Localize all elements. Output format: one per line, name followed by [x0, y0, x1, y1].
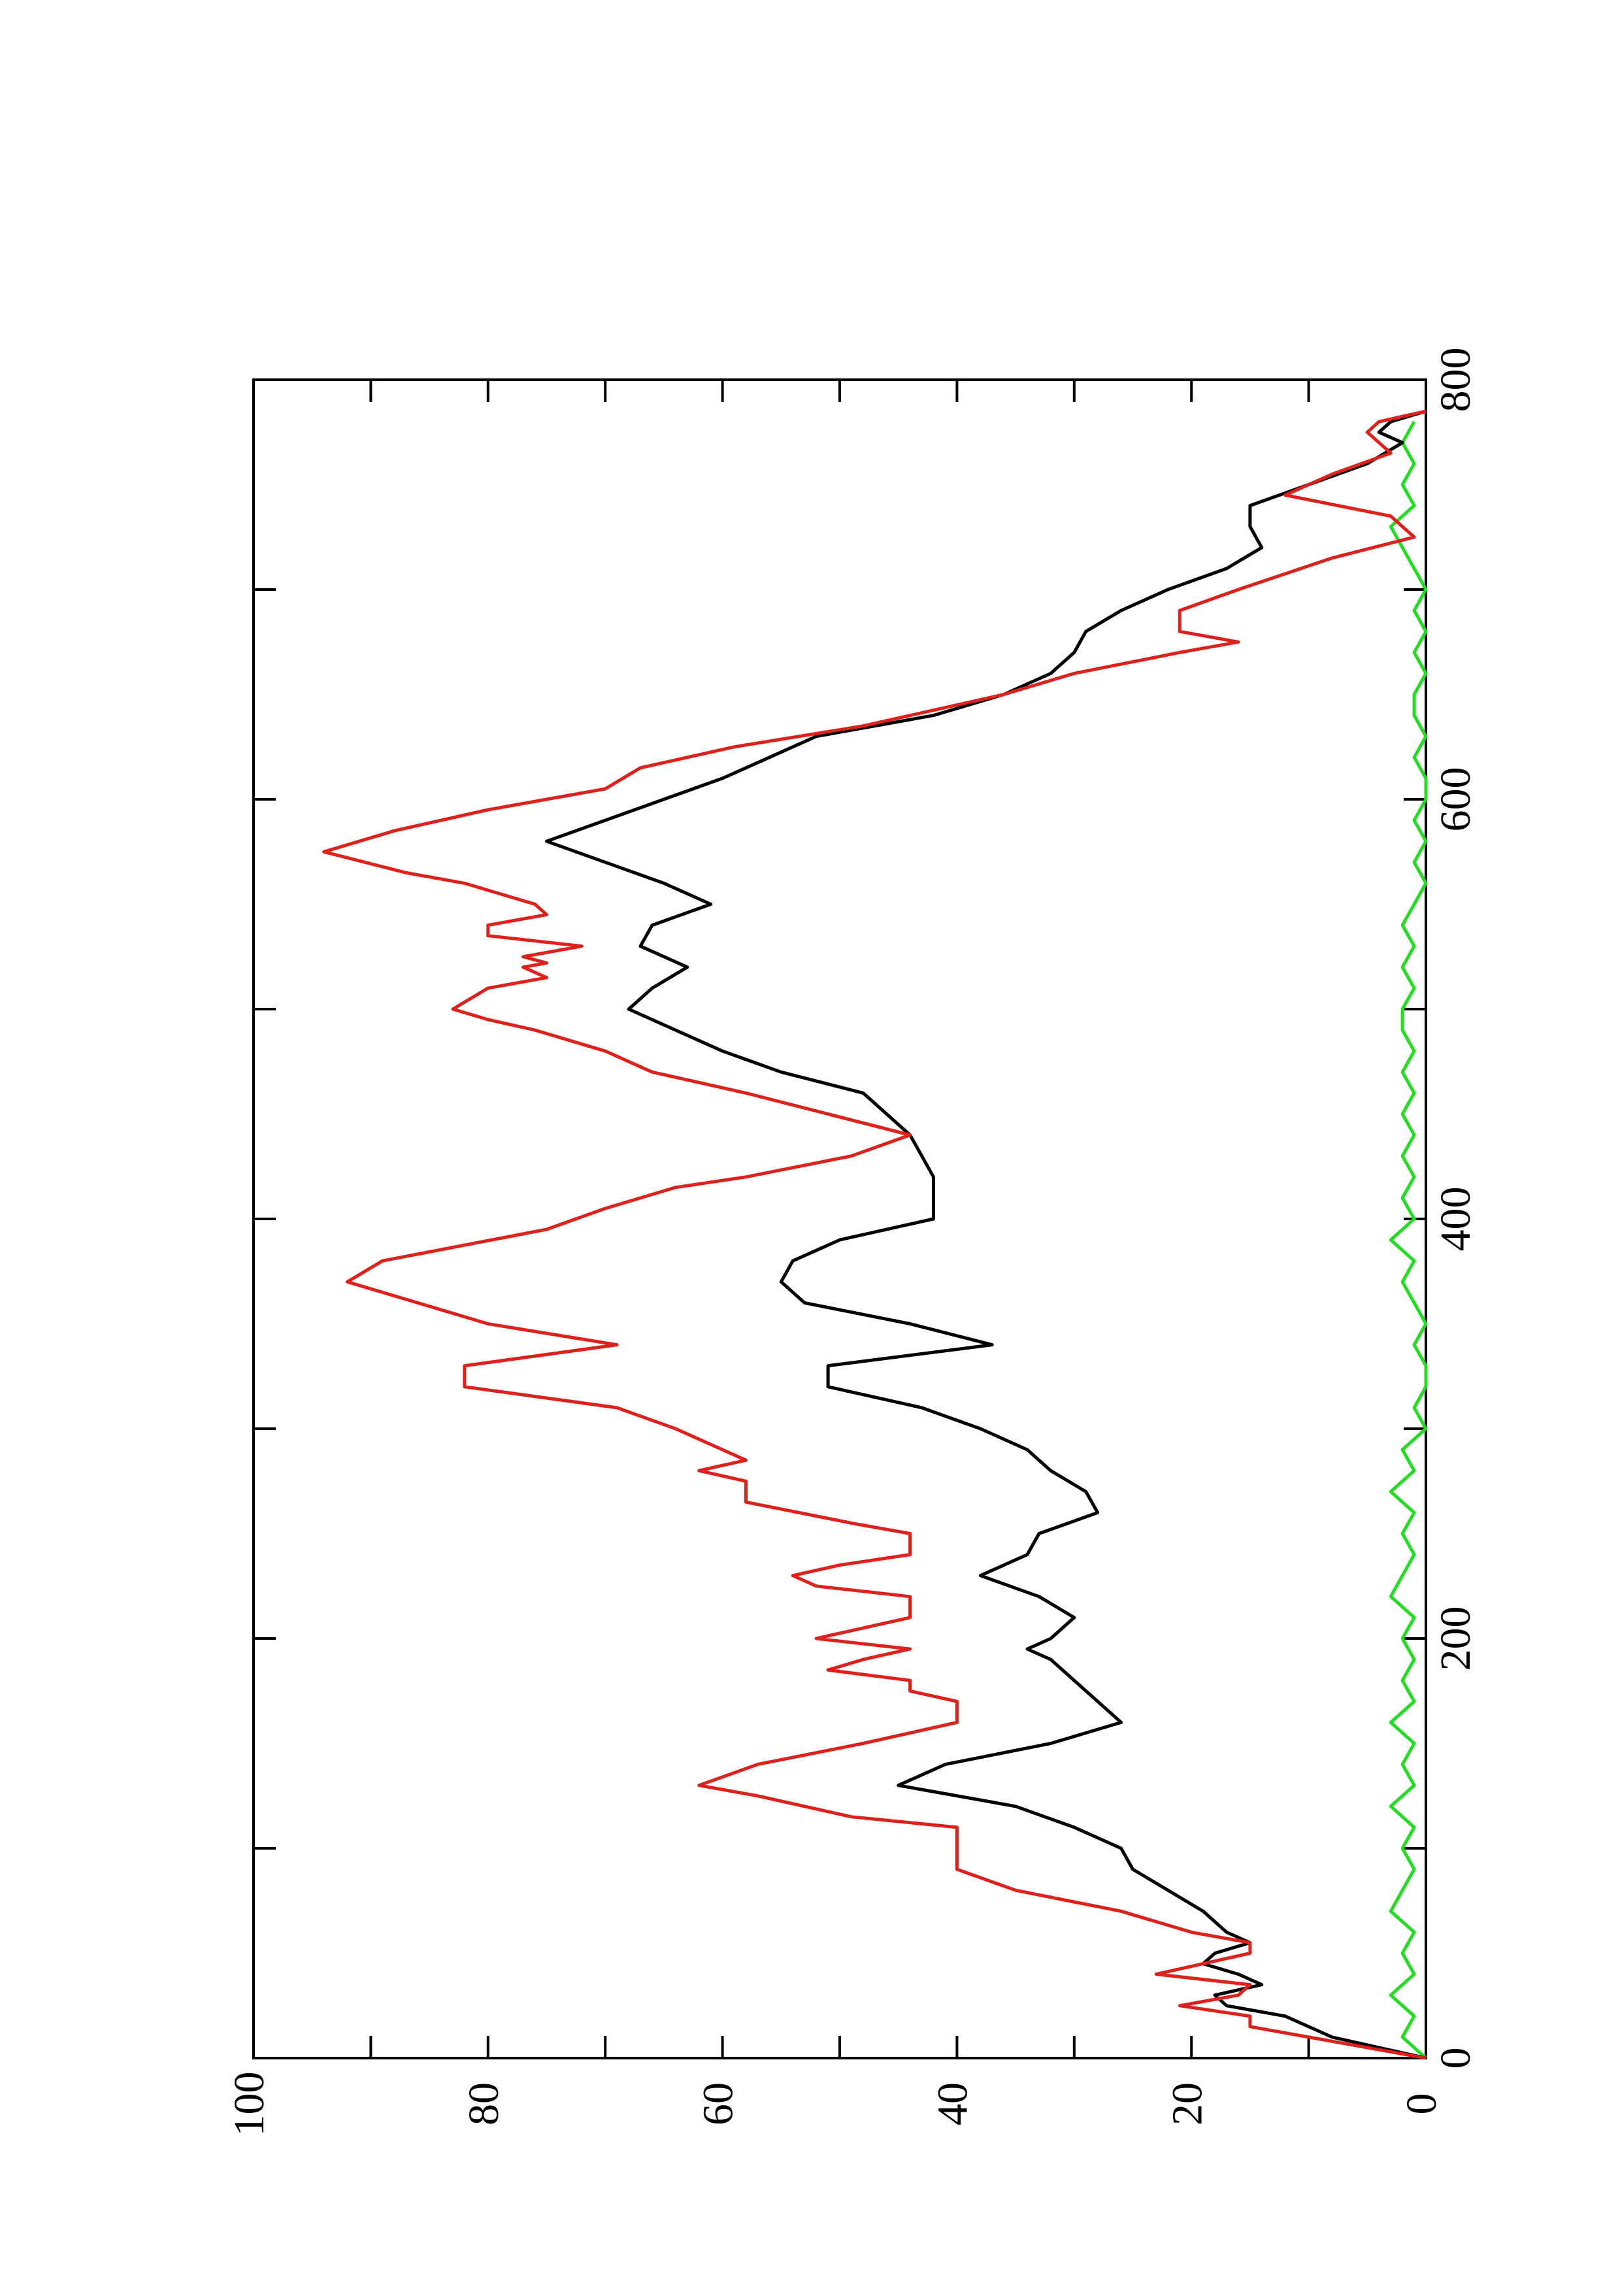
plot-frame — [252, 378, 1427, 2059]
x-tick-label: 200 — [1432, 1606, 1479, 1671]
y-tick-label: 60 — [695, 2082, 742, 2125]
x-tick-label: 600 — [1432, 767, 1479, 832]
y-tick-label: 40 — [929, 2082, 977, 2125]
series-line — [545, 409, 1427, 2060]
x-tick-label: 400 — [1432, 1187, 1479, 1252]
y-tick-label: 0 — [1398, 2093, 1446, 2115]
series-line — [322, 409, 1427, 2060]
y-tick-label: 20 — [1163, 2082, 1211, 2125]
x-tick-label: 0 — [1432, 2048, 1479, 2069]
y-tick-label: 80 — [460, 2082, 508, 2125]
y-tick-label: 100 — [225, 2072, 273, 2137]
x-tick-label: 800 — [1432, 348, 1479, 412]
series-line — [1389, 420, 1428, 2059]
